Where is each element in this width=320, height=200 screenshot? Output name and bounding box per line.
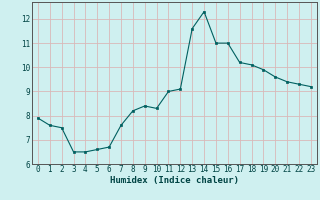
X-axis label: Humidex (Indice chaleur): Humidex (Indice chaleur) xyxy=(110,176,239,185)
